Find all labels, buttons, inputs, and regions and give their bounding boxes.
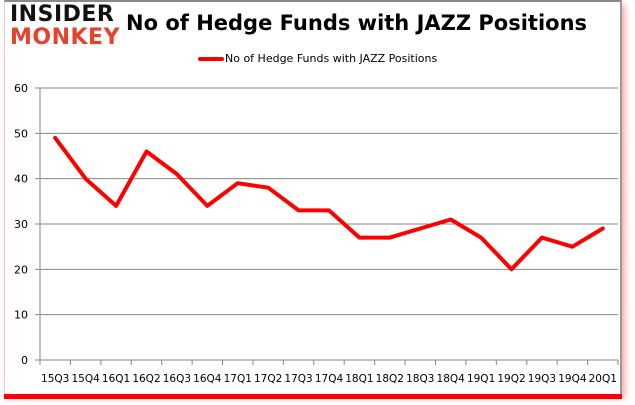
x-tick-label: 16Q1 [102, 373, 130, 385]
logo-line-2: MONKEY [10, 25, 121, 50]
y-tick-label: 20 [14, 263, 28, 276]
x-tick-label: 19Q2 [497, 373, 525, 385]
axes [39, 88, 619, 365]
x-tick-label: 19Q4 [558, 373, 587, 385]
x-tick-label: 20Q1 [589, 373, 617, 385]
y-tick-label: 0 [21, 354, 28, 367]
legend-label: No of Hedge Funds with JAZZ Positions [225, 52, 438, 65]
x-tick-label: 15Q4 [71, 373, 100, 385]
x-tick-label: 18Q1 [345, 373, 373, 385]
x-tick-label: 17Q1 [224, 373, 252, 385]
x-tick-label: 16Q2 [132, 373, 160, 385]
x-tick-label: 19Q1 [467, 373, 495, 385]
x-tick-label: 15Q3 [41, 373, 69, 385]
legend-line-swatch-icon [198, 57, 224, 61]
y-tick-label: 30 [14, 218, 28, 231]
x-axis-tick-labels: 15Q3 15Q4 16Q1 16Q2 16Q3 16Q4 17Q1 17Q2 17Q3 17Q4… [41, 373, 617, 385]
y-tick-label: 10 [14, 309, 28, 322]
x-tick-label: 16Q4 [193, 373, 222, 385]
series-line [53, 135, 605, 272]
insider-monkey-logo: INSIDER MONKEY [10, 4, 150, 50]
x-tick-label: 16Q3 [163, 373, 191, 385]
chart-legend: No of Hedge Funds with JAZZ Positions [198, 52, 437, 66]
x-tick-label: 17Q2 [254, 373, 282, 385]
x-tick-label: 19Q3 [528, 373, 556, 385]
x-tick-label: 17Q3 [284, 373, 312, 385]
y-tick-label: 60 [14, 82, 28, 95]
y-tick-label: 40 [14, 173, 28, 186]
logo-line-1: INSIDER [10, 2, 115, 27]
y-tick-label: 50 [14, 127, 28, 140]
chart-title: No of Hedge Funds with JAZZ Positions [126, 11, 588, 35]
x-tick-label: 18Q3 [406, 373, 434, 385]
gridlines [35, 87, 618, 361]
y-axis-tick-labels: 0 10 20 30 40 50 60 [14, 82, 28, 367]
x-tick-label: 18Q4 [437, 373, 466, 385]
x-tick-label: 17Q4 [315, 373, 344, 385]
x-tick-label: 18Q2 [376, 373, 404, 385]
